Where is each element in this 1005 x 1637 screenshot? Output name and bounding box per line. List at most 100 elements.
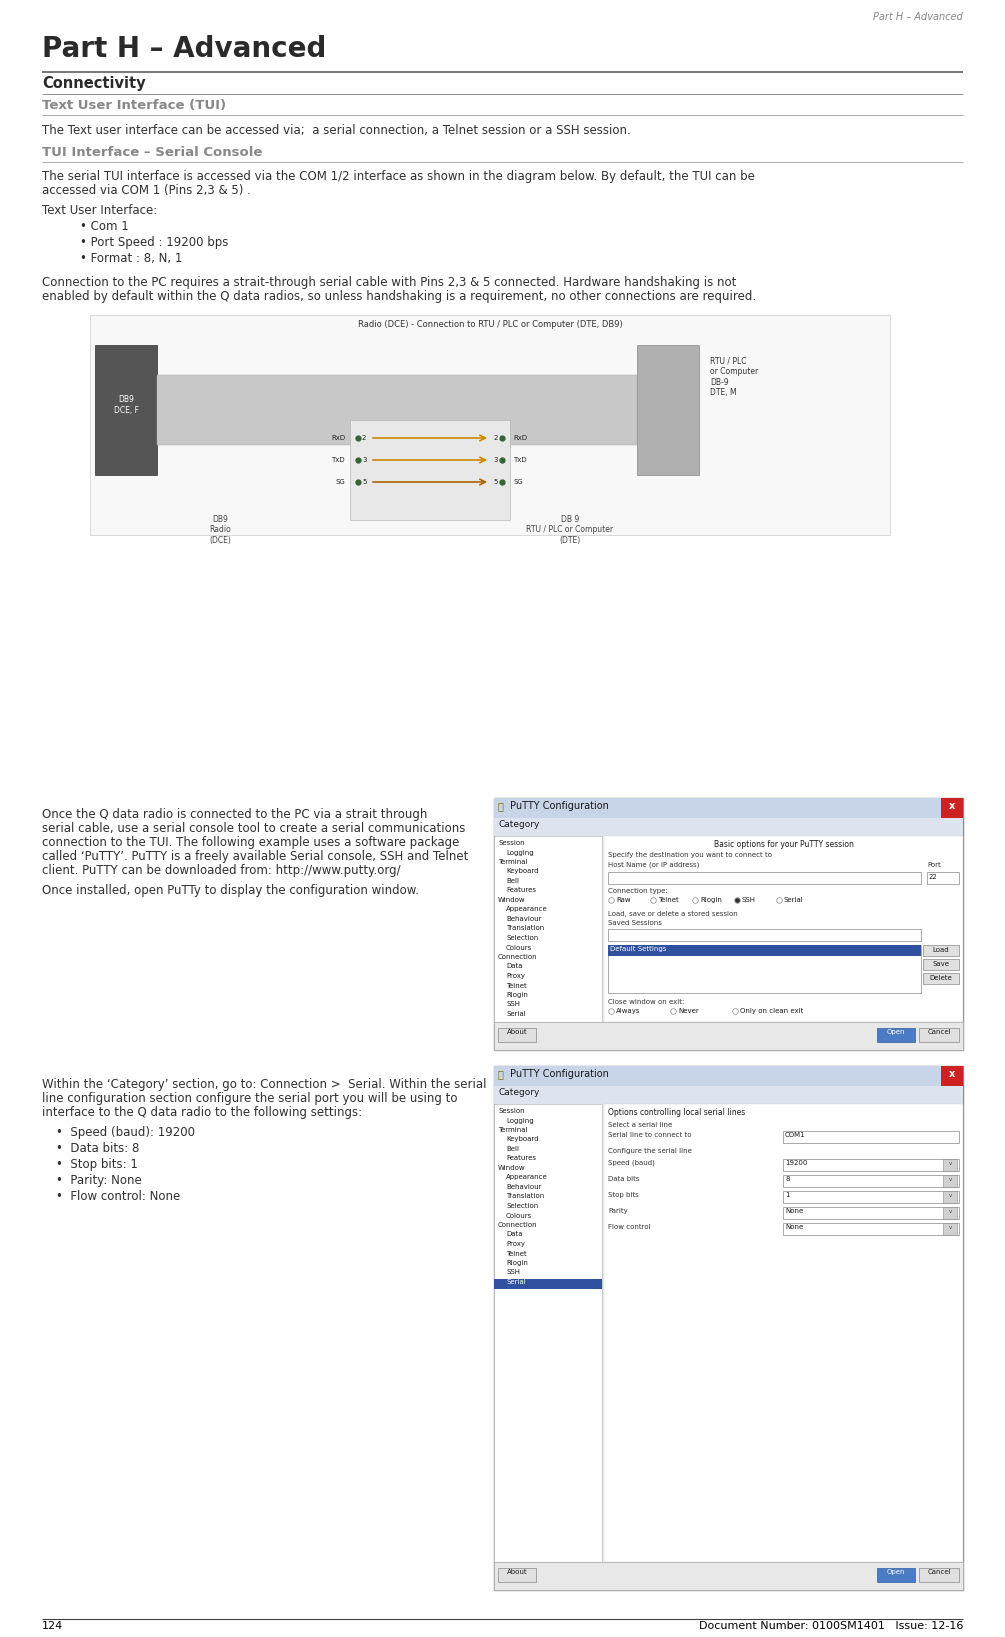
Text: Category: Category bbox=[498, 1089, 540, 1097]
Text: ⬛: ⬛ bbox=[498, 800, 504, 810]
Text: Flow control: Flow control bbox=[608, 1224, 650, 1229]
Text: Host Name (or IP address): Host Name (or IP address) bbox=[608, 863, 699, 869]
Text: 5: 5 bbox=[362, 480, 367, 485]
Bar bbox=[494, 1085, 963, 1103]
Text: Features: Features bbox=[506, 1156, 536, 1162]
Bar bbox=[943, 1159, 957, 1170]
Text: called ‘PuTTY’. PuTTY is a freely available Serial console, SSH and Telnet: called ‘PuTTY’. PuTTY is a freely availa… bbox=[42, 850, 468, 863]
Text: line configuration section configure the serial port you will be using to: line configuration section configure the… bbox=[42, 1092, 457, 1105]
Text: Terminal: Terminal bbox=[498, 859, 528, 864]
Text: Saved Sessions: Saved Sessions bbox=[608, 920, 662, 927]
Bar bbox=[783, 1192, 959, 1203]
Bar bbox=[877, 1028, 915, 1043]
Text: Connection: Connection bbox=[498, 954, 538, 959]
Text: TxD: TxD bbox=[513, 457, 527, 463]
Text: Load, save or delete a stored session: Load, save or delete a stored session bbox=[608, 912, 738, 917]
Text: Proxy: Proxy bbox=[506, 972, 525, 979]
Text: ⬛: ⬛ bbox=[498, 1069, 504, 1079]
Bar bbox=[350, 421, 510, 521]
Text: None: None bbox=[785, 1224, 803, 1229]
Text: Configure the serial line: Configure the serial line bbox=[608, 1148, 691, 1154]
Text: Data: Data bbox=[506, 1231, 523, 1238]
Text: Close window on exit:: Close window on exit: bbox=[608, 999, 684, 1005]
Text: 3: 3 bbox=[362, 457, 367, 463]
Text: Rlogin: Rlogin bbox=[506, 992, 528, 999]
Text: Behaviour: Behaviour bbox=[506, 917, 542, 922]
Text: The Text user interface can be accessed via;  a serial connection, a Telnet sess: The Text user interface can be accessed … bbox=[42, 124, 631, 138]
Text: Serial line to connect to: Serial line to connect to bbox=[608, 1133, 691, 1138]
Bar bbox=[877, 1568, 915, 1581]
Text: 2: 2 bbox=[362, 435, 367, 440]
Text: 19200: 19200 bbox=[785, 1161, 807, 1166]
Bar bbox=[923, 959, 959, 971]
Text: x: x bbox=[949, 1069, 955, 1079]
Text: 124: 124 bbox=[42, 1621, 63, 1630]
Bar bbox=[919, 1568, 959, 1581]
Bar bbox=[923, 945, 959, 956]
Text: Session: Session bbox=[498, 1108, 525, 1115]
Text: Specify the destination you want to connect to: Specify the destination you want to conn… bbox=[608, 851, 772, 858]
Text: x: x bbox=[949, 800, 955, 810]
Text: Stop bits: Stop bits bbox=[608, 1192, 639, 1198]
Text: SSH: SSH bbox=[506, 1270, 520, 1275]
Bar bbox=[943, 1206, 957, 1220]
Text: Open: Open bbox=[886, 1568, 906, 1575]
Bar bbox=[90, 314, 890, 535]
Text: Selection: Selection bbox=[506, 935, 539, 941]
Bar bbox=[608, 945, 921, 956]
Text: Session: Session bbox=[498, 840, 525, 846]
Bar bbox=[494, 1103, 602, 1562]
Bar bbox=[783, 1223, 959, 1234]
Bar bbox=[494, 1066, 963, 1590]
Text: Within the ‘Category’ section, go to: Connection >  Serial. Within the serial: Within the ‘Category’ section, go to: Co… bbox=[42, 1079, 486, 1090]
Bar bbox=[498, 1568, 536, 1581]
Text: Bell: Bell bbox=[506, 1146, 519, 1152]
Text: Serial: Serial bbox=[506, 1012, 526, 1017]
Text: Appearance: Appearance bbox=[506, 907, 548, 912]
Bar bbox=[637, 345, 699, 475]
Text: Open: Open bbox=[886, 1030, 906, 1035]
Bar bbox=[783, 1206, 959, 1220]
Text: Data: Data bbox=[506, 964, 523, 969]
Text: 3: 3 bbox=[493, 457, 498, 463]
Text: Category: Category bbox=[498, 820, 540, 828]
Text: About: About bbox=[507, 1030, 528, 1035]
Text: •  Stop bits: 1: • Stop bits: 1 bbox=[56, 1157, 138, 1170]
Bar bbox=[608, 873, 921, 884]
Text: Proxy: Proxy bbox=[506, 1241, 525, 1247]
Text: DB9
DCE, F: DB9 DCE, F bbox=[114, 395, 139, 414]
Bar bbox=[494, 797, 963, 1049]
Bar bbox=[494, 818, 963, 837]
Text: v: v bbox=[949, 1161, 952, 1166]
Text: COM1: COM1 bbox=[785, 1133, 806, 1138]
Bar bbox=[494, 1021, 963, 1049]
Text: Features: Features bbox=[506, 887, 536, 894]
Text: Save: Save bbox=[933, 961, 950, 967]
Text: v: v bbox=[949, 1177, 952, 1182]
Text: 8: 8 bbox=[785, 1175, 790, 1182]
Text: Translation: Translation bbox=[506, 925, 545, 931]
Text: SG: SG bbox=[513, 480, 523, 485]
Bar bbox=[494, 797, 963, 818]
Text: PuTTY Configuration: PuTTY Configuration bbox=[510, 1069, 609, 1079]
Text: •  Speed (baud): 19200: • Speed (baud): 19200 bbox=[56, 1126, 195, 1139]
Text: Serial: Serial bbox=[784, 897, 804, 904]
Text: RTU / PLC
or Computer
DB-9
DTE, M: RTU / PLC or Computer DB-9 DTE, M bbox=[710, 357, 758, 398]
Bar bbox=[604, 837, 963, 1021]
Bar bbox=[919, 1028, 959, 1043]
Text: Select a serial line: Select a serial line bbox=[608, 1121, 672, 1128]
Text: Load: Load bbox=[933, 946, 950, 953]
Text: RxD: RxD bbox=[513, 435, 528, 440]
Bar bbox=[608, 930, 921, 941]
Text: Behaviour: Behaviour bbox=[506, 1184, 542, 1190]
Text: Window: Window bbox=[498, 1166, 526, 1170]
Text: Text User Interface (TUI): Text User Interface (TUI) bbox=[42, 98, 226, 111]
Text: • Com 1: • Com 1 bbox=[80, 219, 129, 232]
Text: connection to the TUI. The following example uses a software package: connection to the TUI. The following exa… bbox=[42, 837, 459, 850]
Bar bbox=[783, 1131, 959, 1143]
Text: accessed via COM 1 (Pins 2,3 & 5) .: accessed via COM 1 (Pins 2,3 & 5) . bbox=[42, 183, 251, 196]
Text: Rlogin: Rlogin bbox=[700, 897, 722, 904]
Text: None: None bbox=[785, 1208, 803, 1215]
Text: About: About bbox=[507, 1568, 528, 1575]
Text: Appearance: Appearance bbox=[506, 1174, 548, 1180]
